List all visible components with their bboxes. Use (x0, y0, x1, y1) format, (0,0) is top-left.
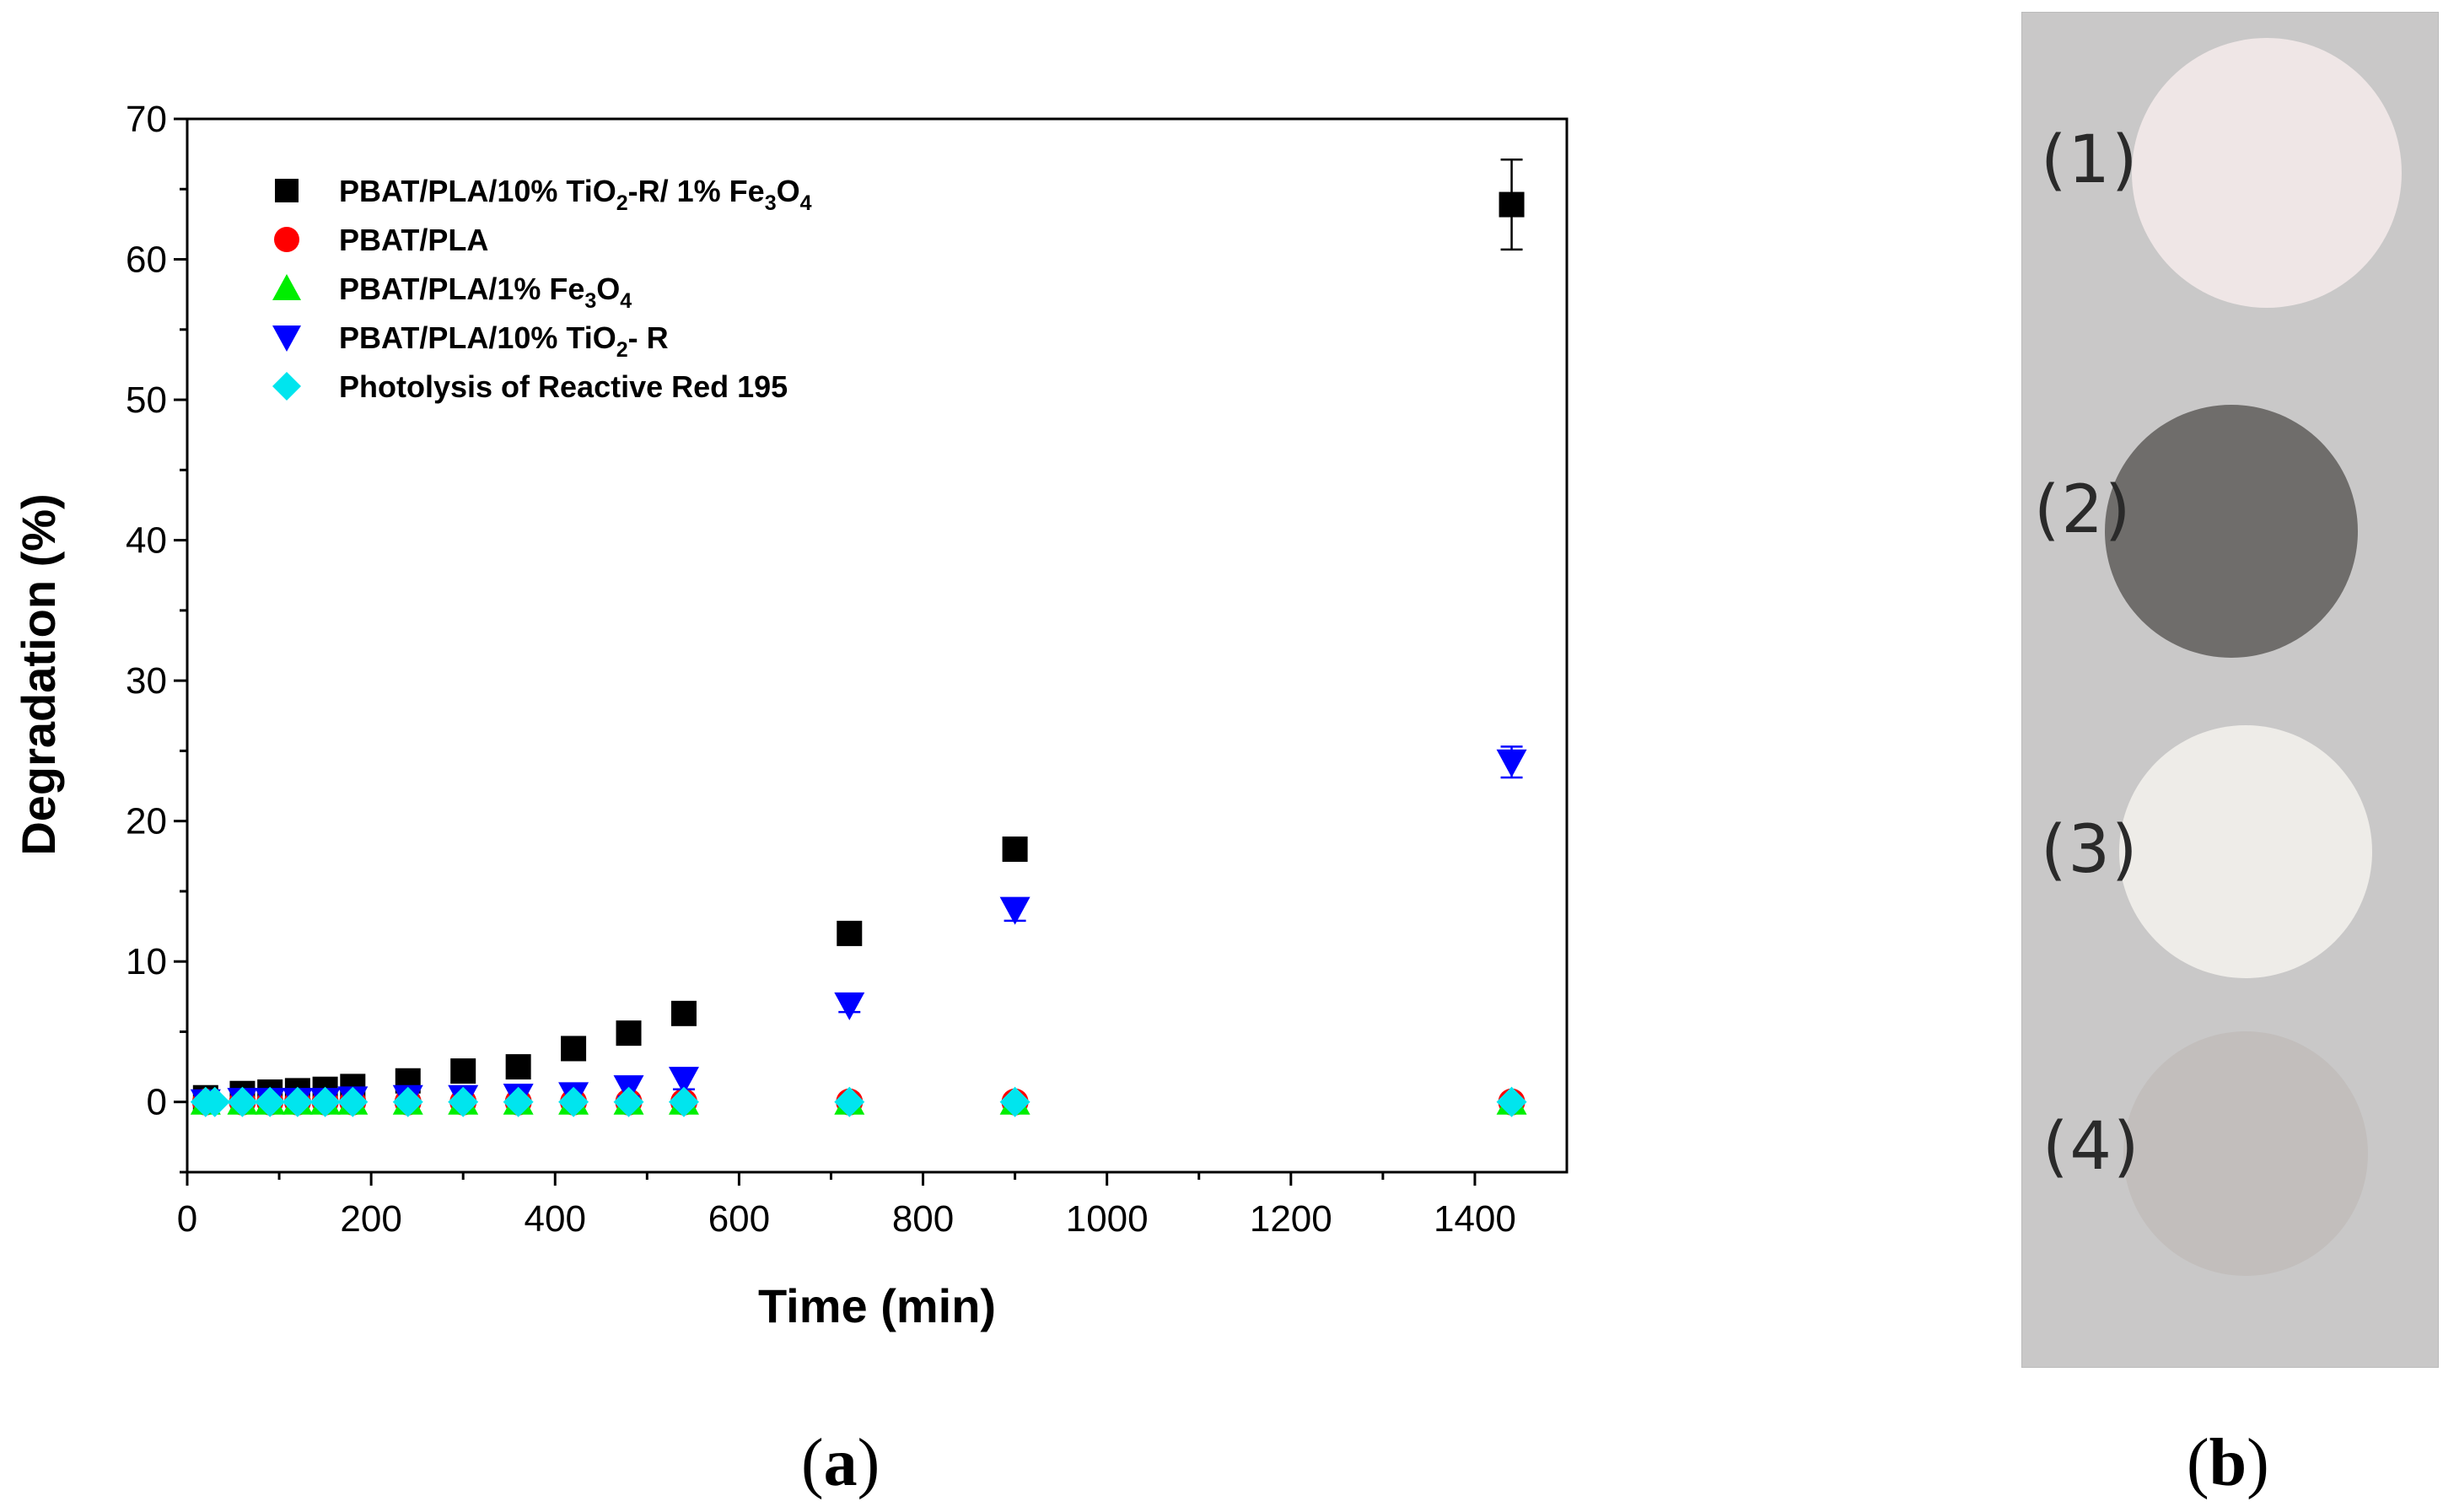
y-tick-label: 60 (126, 239, 167, 281)
data-point (255, 1086, 286, 1117)
data-point (834, 992, 865, 1020)
legend-entry: PBAT/PLA/10% TiO2- R (339, 320, 669, 362)
y-tick-label: 20 (126, 801, 167, 842)
legend-marker (272, 372, 301, 401)
x-tick-label: 1200 (1250, 1198, 1332, 1240)
y-tick-label: 0 (147, 1082, 167, 1123)
data-point (999, 896, 1030, 925)
legend-entry: PBAT/PLA (339, 223, 488, 257)
data-point (503, 1086, 534, 1117)
legend-entry: Photolysis of Reactive Red 195 (339, 369, 788, 404)
sample-disc-3 (2119, 725, 2372, 978)
data-point (999, 1086, 1030, 1117)
data-point (1002, 836, 1028, 862)
legend-entry: PBAT/PLA/1% Fe3O4 (339, 272, 632, 313)
data-point (668, 1086, 699, 1117)
data-point (558, 1086, 589, 1117)
x-tick-label: 1000 (1066, 1198, 1149, 1240)
x-tick-label: 200 (340, 1198, 401, 1240)
data-point (450, 1058, 476, 1084)
plot-frame (186, 117, 1569, 1174)
y-tick-label: 70 (126, 99, 167, 140)
degradation-chart: 0 200 400 600 800 1000 1200 1400 0 10 20 30 40 50 60 70… (12, 99, 1569, 1332)
y-tick-label: 40 (126, 520, 167, 562)
data-point (616, 1020, 642, 1047)
data-point (282, 1086, 313, 1117)
chart-legend: PBAT/PLA/10% TiO2-R/ 1% Fe3O4 PBAT/PLA PBA… (272, 174, 812, 404)
data-point (1499, 191, 1525, 218)
y-axis-label: Degradation (%) (12, 493, 65, 855)
data-point (1496, 749, 1527, 778)
x-tick-label: 1400 (1434, 1198, 1516, 1240)
series-4 (190, 1086, 1527, 1117)
data-point (505, 1054, 531, 1080)
x-tick-label: 400 (525, 1198, 586, 1240)
legend-marker (275, 179, 299, 202)
sample-label-2: (2) (2034, 472, 2133, 548)
chart-axes: 0 200 400 600 800 1000 1200 1400 0 10 20 30 40 50 60 70 (126, 99, 1569, 1240)
data-point (561, 1036, 587, 1062)
sample-label-4: (4) (2042, 1109, 2141, 1185)
data-point (837, 920, 863, 946)
data-point (668, 1067, 699, 1095)
x-tick-label: 800 (892, 1198, 954, 1240)
data-point (199, 1086, 230, 1117)
sample-label-3: (3) (2041, 812, 2139, 888)
caption-b: (b) (2187, 1426, 2269, 1500)
sample-label-1: (1) (2041, 122, 2139, 198)
x-axis-label: Time (min) (758, 1279, 996, 1332)
legend-entry: PBAT/PLA/10% TiO2-R/ 1% Fe3O4 (339, 174, 812, 215)
legend-marker (272, 274, 301, 300)
caption-a-letter: a (823, 1426, 858, 1500)
y-tick-label: 50 (126, 379, 167, 421)
data-point (337, 1086, 369, 1117)
sample-photo-panel: (1) (2) (3) (4) (2021, 12, 2439, 1368)
sample-disc-1 (2132, 38, 2402, 308)
caption-b-letter: b (2209, 1426, 2247, 1500)
sample-disc-2 (2105, 405, 2358, 658)
data-point (392, 1086, 423, 1117)
x-tick-label: 0 (177, 1198, 197, 1240)
data-point (309, 1086, 341, 1117)
data-point (1496, 1086, 1527, 1117)
chart-plot-area (190, 159, 1527, 1117)
data-point (670, 1000, 697, 1026)
x-tick-label: 600 (708, 1198, 770, 1240)
legend-marker (274, 227, 299, 252)
y-tick-label: 30 (126, 660, 167, 702)
data-point (448, 1086, 479, 1117)
sample-disc-4 (2123, 1031, 2368, 1276)
data-point (227, 1086, 258, 1117)
legend-marker (272, 326, 301, 352)
caption-a: (a) (801, 1426, 880, 1500)
data-point (613, 1086, 644, 1117)
y-tick-label: 10 (126, 941, 167, 982)
data-point (834, 1086, 865, 1117)
